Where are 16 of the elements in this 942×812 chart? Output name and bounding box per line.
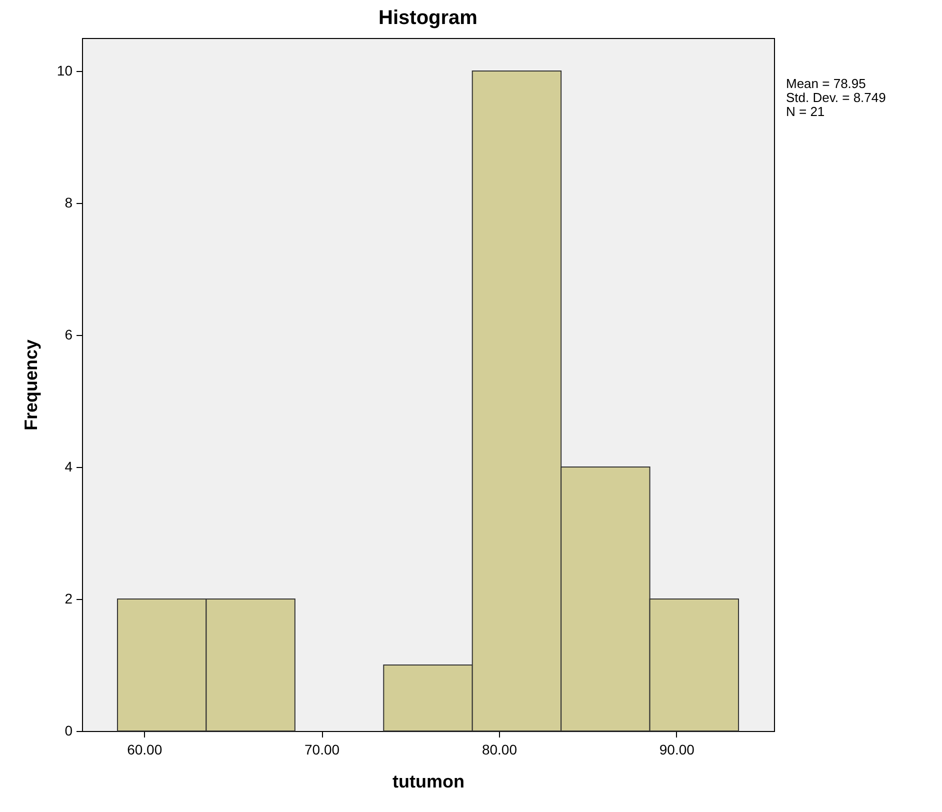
y-tick-label: 6 — [64, 326, 73, 342]
text: Std. Dev. = 8.749 — [786, 90, 886, 105]
y-tick-label: 4 — [64, 458, 73, 474]
x-tick-label: 60.00 — [127, 742, 162, 758]
y-axis-title: Frequency — [20, 339, 41, 431]
text: Mean = 78.95 — [786, 76, 866, 91]
x-axis-title: tutumon — [392, 772, 464, 792]
y-tick-label: 0 — [64, 722, 73, 738]
text: N = 21 — [786, 104, 825, 119]
x-tick-label: 80.00 — [482, 742, 518, 758]
y-tick-label: 10 — [56, 62, 73, 78]
x-tick-label: 70.00 — [304, 742, 340, 758]
y-tick-label: 2 — [64, 590, 73, 606]
chart-title: Histogram — [378, 7, 478, 29]
y-tick-label: 8 — [64, 194, 73, 210]
x-tick-label: 90.00 — [659, 742, 695, 758]
